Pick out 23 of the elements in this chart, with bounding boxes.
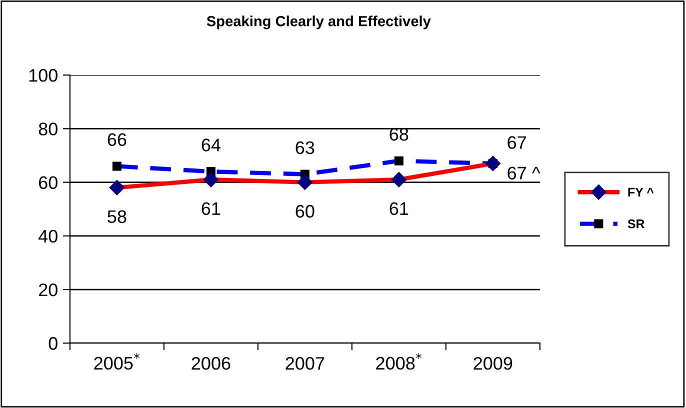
data-label: 64: [202, 138, 220, 152]
data-label: 63: [296, 141, 314, 154]
x-tick-label: 2007: [286, 357, 324, 370]
data-label: 61: [390, 202, 408, 216]
data-label: 61: [202, 202, 220, 216]
data-label: 60: [296, 204, 314, 218]
y-tick-label: 100: [29, 69, 58, 82]
y-tick-label: 40: [38, 230, 58, 243]
data-label: 67 ^: [508, 166, 540, 180]
x-tick-label: 2006: [192, 357, 230, 370]
data-label: 66: [108, 133, 126, 146]
y-tick-label: 80: [38, 122, 58, 136]
legend-label: FY ^: [628, 188, 654, 197]
x-tick-label: 2005$^{*}$: [94, 353, 140, 370]
x-tick-label: 2009: [474, 357, 512, 370]
data-label: 58: [108, 210, 126, 224]
chart-title: Speaking Clearly and Effectively: [206, 16, 431, 30]
y-tick-label: 60: [39, 176, 58, 190]
legend-label: SR: [628, 219, 645, 228]
y-tick-label: 0: [48, 337, 58, 350]
x-tick-label: 2008$^{*}$: [376, 353, 422, 370]
data-label: 67: [508, 136, 526, 149]
y-tick-label: 20: [38, 283, 58, 296]
